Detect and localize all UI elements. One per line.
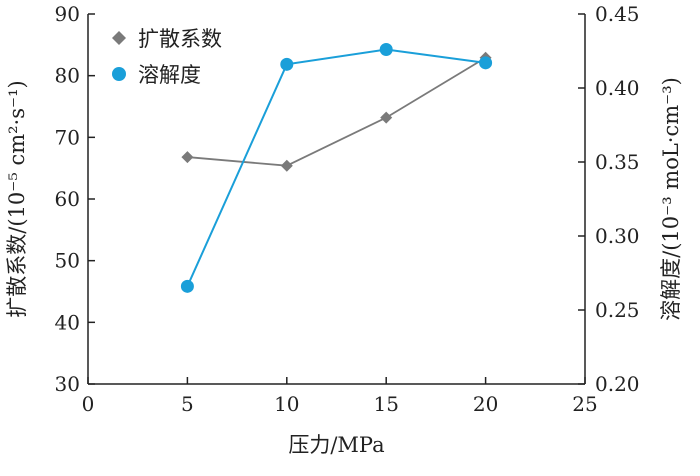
x-tick-label: 5: [181, 392, 194, 416]
x-tick-label: 0: [82, 392, 95, 416]
y-right-tick-label: 0.25: [595, 298, 640, 322]
solubility-point: [280, 57, 294, 71]
x-tick-label: 10: [274, 392, 299, 416]
y-left-tick-label: 50: [55, 249, 80, 273]
solubility-point: [180, 279, 194, 293]
y-left-tick-label: 80: [55, 64, 80, 88]
y-right-tick-label: 0.45: [595, 2, 640, 26]
ticks-group: 0 5 10 15 20 25 30 40 50 60 70 80 90 0.20 0.25 0.30 0.35…: [55, 2, 640, 416]
y-left-tick-label: 90: [55, 2, 80, 26]
solubility-point: [479, 56, 493, 70]
y-left-tick-label: 60: [55, 187, 80, 211]
x-tick-label: 20: [473, 392, 498, 416]
series-line-left: [187, 57, 487, 167]
legend-diamond-icon: [112, 31, 126, 45]
y-right-tick-label: 0.35: [595, 150, 640, 174]
diffusion-point: [280, 159, 293, 172]
diffusion-point: [380, 111, 393, 124]
y-left-tick-label: 30: [55, 372, 80, 396]
legend-label: 扩散系数: [138, 27, 222, 51]
legend-label: 溶解度: [138, 63, 201, 87]
series-layer: [180, 43, 493, 293]
y-left-axis-title: 扩散系数/(10⁻⁵ cm²·s⁻¹): [5, 80, 29, 317]
y-right-axis-title: 溶解度/(10⁻³ moL·cm⁻³): [659, 77, 683, 321]
legend-circle-icon: [112, 67, 126, 81]
x-tick-label: 15: [373, 392, 398, 416]
y-left-tick-label: 70: [55, 125, 80, 149]
series-line-right: [186, 48, 486, 287]
y-right-tick-label: 0.40: [595, 76, 640, 100]
solubility-point: [379, 43, 393, 57]
y-right-tick-label: 0.20: [595, 372, 640, 396]
y-left-tick-label: 40: [55, 310, 80, 334]
x-tick-label: 25: [572, 392, 597, 416]
diffusion-point: [181, 151, 194, 164]
x-axis-title: 压力/MPa: [288, 433, 384, 457]
y-right-tick-label: 0.30: [595, 224, 640, 248]
